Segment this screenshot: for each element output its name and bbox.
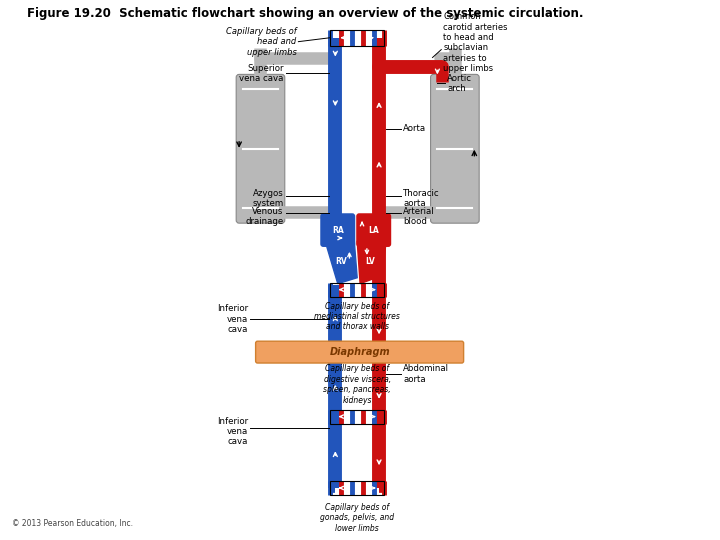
Text: Figure 19.20  Schematic flowchart showing an overview of the systemic circulatio: Figure 19.20 Schematic flowchart showing…: [27, 7, 584, 20]
Text: Capillary beds of
digestive viscera,
spleen, pancreas,
kidneys: Capillary beds of digestive viscera, spl…: [323, 364, 391, 404]
FancyBboxPatch shape: [256, 341, 464, 363]
Bar: [330, 30, 384, 45]
Text: Thoracic
aorta: Thoracic aorta: [403, 188, 440, 208]
Text: Capillary beds of
mediastinal structures
and thorax walls: Capillary beds of mediastinal structures…: [314, 301, 400, 332]
Text: Azygos
system: Azygos system: [253, 188, 284, 208]
Text: Venous
drainage: Venous drainage: [246, 206, 284, 226]
Text: Capillary beds of
gonads, pelvis, and
lower limbs: Capillary beds of gonads, pelvis, and lo…: [320, 503, 395, 532]
Polygon shape: [325, 241, 357, 284]
Text: Inferior
vena
cava: Inferior vena cava: [217, 416, 248, 447]
Bar: [330, 481, 384, 495]
FancyBboxPatch shape: [431, 75, 480, 223]
Text: Superior
vena cava: Superior vena cava: [240, 64, 284, 83]
Text: Diaphragm: Diaphragm: [329, 347, 390, 357]
FancyBboxPatch shape: [356, 213, 391, 247]
Text: Inferior
vena
cava: Inferior vena cava: [217, 305, 248, 334]
Text: Aortic
arch: Aortic arch: [447, 73, 472, 93]
Text: LA: LA: [369, 226, 379, 234]
Text: Common
carotid arteries
to head and
subclavian
arteries to
upper limbs: Common carotid arteries to head and subc…: [444, 12, 508, 73]
Polygon shape: [357, 241, 387, 284]
Text: Abdominal
aorta: Abdominal aorta: [403, 364, 449, 383]
Text: RV: RV: [335, 258, 346, 266]
Text: LV: LV: [365, 258, 374, 266]
Bar: [330, 410, 384, 423]
Text: © 2013 Pearson Education, Inc.: © 2013 Pearson Education, Inc.: [12, 519, 132, 528]
Text: Aorta: Aorta: [403, 124, 426, 133]
Text: RA: RA: [332, 226, 343, 234]
Bar: [330, 282, 384, 296]
FancyBboxPatch shape: [320, 213, 355, 247]
FancyBboxPatch shape: [236, 75, 285, 223]
Text: Capillary beds of
head and
upper limbs: Capillary beds of head and upper limbs: [225, 27, 297, 57]
Text: Arterial
blood: Arterial blood: [403, 206, 435, 226]
